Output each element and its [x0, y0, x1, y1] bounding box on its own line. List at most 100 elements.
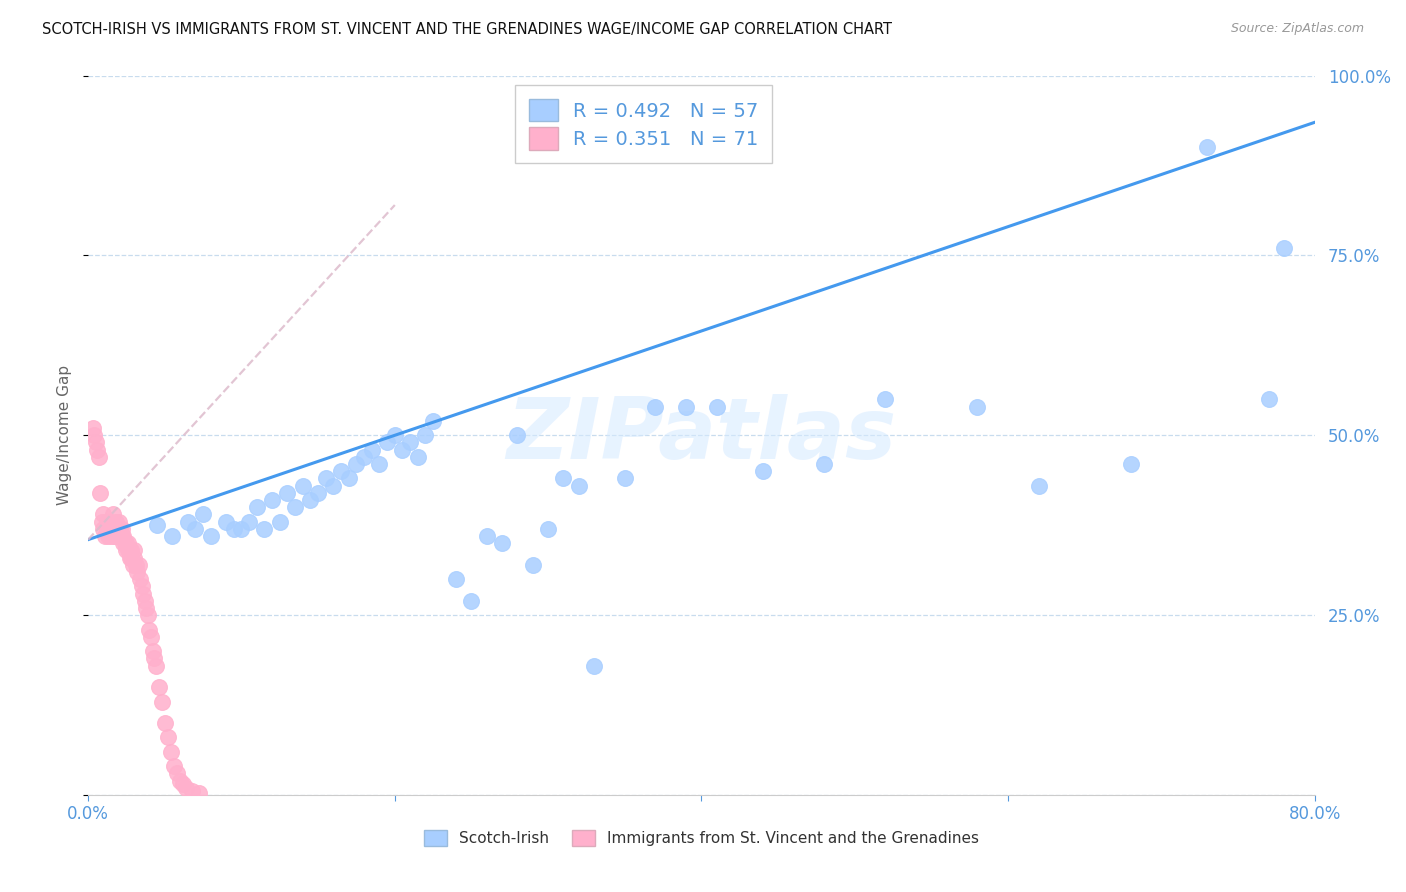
Point — [253, 522, 276, 536]
Point — [276, 486, 298, 500]
Point — [172, 777, 194, 791]
Point — [84, 435, 107, 450]
Legend: R = 0.492   N = 57, R = 0.351   N = 71: R = 0.492 N = 57, R = 0.351 N = 71 — [515, 86, 772, 163]
Point — [162, 529, 184, 543]
Y-axis label: Wage/Income Gap: Wage/Income Gap — [58, 365, 72, 506]
Point — [222, 522, 245, 536]
Point — [139, 630, 162, 644]
Point — [132, 586, 155, 600]
Point — [98, 522, 121, 536]
Point — [111, 529, 134, 543]
Point — [166, 766, 188, 780]
Point — [148, 680, 170, 694]
Point — [101, 522, 124, 536]
Point — [269, 515, 291, 529]
Point — [134, 594, 156, 608]
Point — [422, 414, 444, 428]
Point — [187, 786, 209, 800]
Point — [460, 594, 482, 608]
Point — [181, 784, 204, 798]
Point — [112, 536, 135, 550]
Point — [1272, 241, 1295, 255]
Point — [89, 486, 111, 500]
Point — [97, 515, 120, 529]
Point — [163, 759, 186, 773]
Point — [114, 536, 136, 550]
Point — [94, 529, 117, 543]
Point — [238, 515, 260, 529]
Text: Source: ZipAtlas.com: Source: ZipAtlas.com — [1230, 22, 1364, 36]
Point — [231, 522, 253, 536]
Point — [118, 543, 141, 558]
Point — [391, 442, 413, 457]
Point — [111, 522, 134, 536]
Point — [262, 493, 284, 508]
Point — [120, 550, 142, 565]
Point — [122, 550, 145, 565]
Point — [101, 508, 124, 522]
Point — [122, 543, 145, 558]
Point — [110, 522, 132, 536]
Point — [644, 400, 666, 414]
Point — [91, 515, 114, 529]
Point — [353, 450, 375, 464]
Point — [120, 543, 142, 558]
Point — [537, 522, 560, 536]
Point — [138, 623, 160, 637]
Point — [160, 745, 183, 759]
Point — [150, 694, 173, 708]
Point — [491, 536, 513, 550]
Point — [583, 658, 606, 673]
Point — [813, 457, 835, 471]
Point — [112, 529, 135, 543]
Point — [322, 478, 344, 492]
Point — [368, 457, 391, 471]
Point — [375, 435, 398, 450]
Point — [146, 518, 169, 533]
Point — [117, 543, 139, 558]
Point — [406, 450, 429, 464]
Text: SCOTCH-IRISH VS IMMIGRANTS FROM ST. VINCENT AND THE GRENADINES WAGE/INCOME GAP C: SCOTCH-IRISH VS IMMIGRANTS FROM ST. VINC… — [42, 22, 893, 37]
Point — [475, 529, 498, 543]
Point — [100, 529, 122, 543]
Point — [103, 522, 125, 536]
Point — [875, 392, 897, 407]
Point — [87, 450, 110, 464]
Point — [103, 529, 125, 543]
Point — [191, 508, 214, 522]
Point — [706, 400, 728, 414]
Point — [108, 522, 131, 536]
Point — [115, 543, 138, 558]
Point — [675, 400, 697, 414]
Point — [415, 428, 437, 442]
Point — [96, 515, 118, 529]
Point — [200, 529, 222, 543]
Point — [110, 529, 132, 543]
Point — [299, 493, 322, 508]
Point — [97, 529, 120, 543]
Point — [128, 558, 150, 572]
Point — [93, 522, 115, 536]
Point — [104, 529, 127, 543]
Point — [131, 579, 153, 593]
Point — [174, 780, 197, 795]
Point — [1119, 457, 1142, 471]
Point — [399, 435, 422, 450]
Point — [136, 608, 159, 623]
Point — [135, 601, 157, 615]
Point — [153, 716, 176, 731]
Point — [360, 442, 382, 457]
Point — [553, 471, 575, 485]
Point — [215, 515, 238, 529]
Point — [129, 572, 152, 586]
Point — [127, 565, 149, 579]
Point — [506, 428, 529, 442]
Point — [125, 558, 148, 572]
Point — [143, 651, 166, 665]
Point — [93, 508, 115, 522]
Point — [118, 550, 141, 565]
Point — [307, 486, 329, 500]
Point — [966, 400, 988, 414]
Point — [184, 522, 207, 536]
Point — [96, 522, 118, 536]
